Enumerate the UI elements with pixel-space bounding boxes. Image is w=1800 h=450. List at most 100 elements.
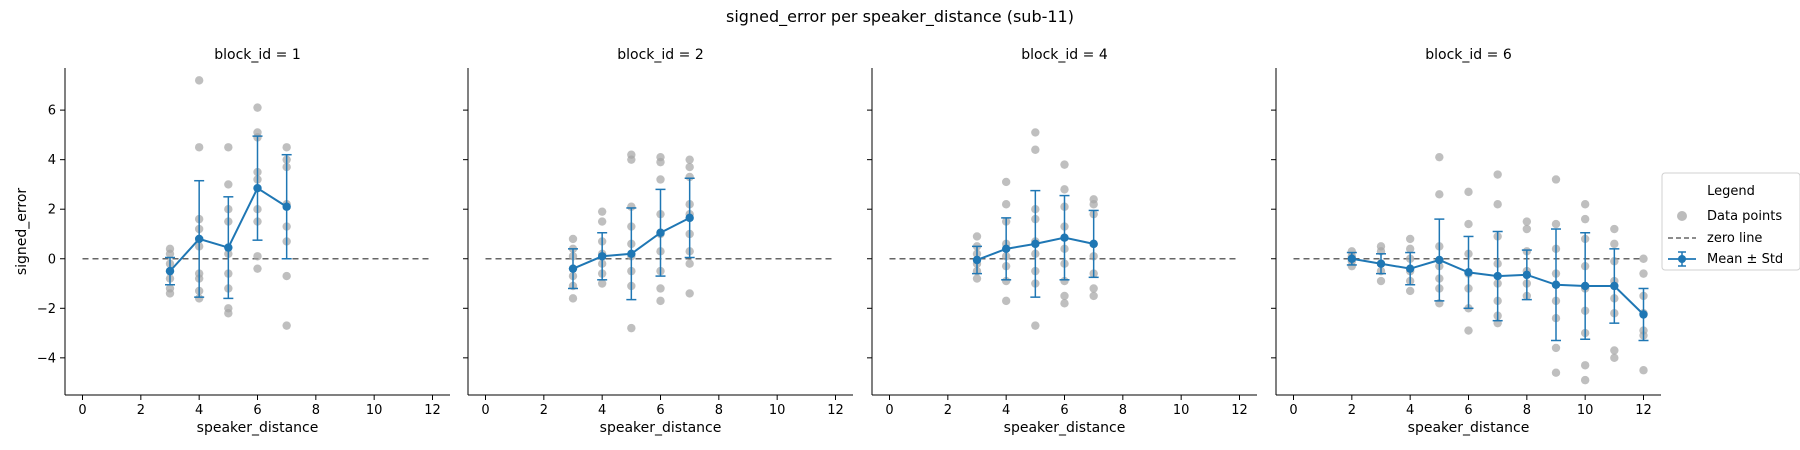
x-tick-label: 12	[1231, 403, 1248, 418]
x-tick-label: 2	[540, 403, 548, 418]
y-tick-label: 2	[48, 203, 56, 218]
data-point	[1060, 276, 1069, 286]
panel-title: block_id = 4	[1021, 47, 1108, 63]
data-point	[1060, 185, 1069, 194]
mean-marker	[1001, 244, 1011, 254]
data-point	[972, 274, 982, 283]
data-point	[685, 289, 694, 298]
data-point	[627, 323, 636, 333]
figure-title: signed_error per speaker_distance (sub-1…	[726, 7, 1074, 27]
data-point	[1405, 244, 1415, 254]
panel-2: block_id = 2 0 2 4 6 8 10 12 speaker_distance	[463, 47, 853, 436]
x-tick-label: 12	[424, 403, 441, 418]
panel-4: block_id = 6 0 2 4 6 8 10 12 speaker_distance	[1271, 47, 1661, 436]
data-point	[1031, 321, 1040, 330]
data-point	[1610, 224, 1619, 234]
data-point	[1610, 346, 1619, 355]
mean-marker	[1551, 280, 1561, 289]
data-point	[1493, 170, 1502, 179]
x-tick-label: 10	[769, 403, 786, 418]
data-point	[194, 76, 204, 85]
data-point	[253, 252, 262, 261]
data-point	[685, 155, 694, 164]
x-axis-label: speaker_distance	[600, 420, 722, 436]
mean-marker	[1464, 268, 1473, 277]
data-point	[1089, 200, 1098, 209]
data-point	[282, 321, 291, 330]
data-point	[1060, 160, 1069, 169]
y-tick-label: 6	[48, 104, 56, 119]
data-point	[656, 157, 665, 167]
data-point	[1001, 296, 1011, 306]
data-point	[1405, 286, 1415, 296]
data-point	[685, 259, 694, 268]
mean-marker	[656, 228, 665, 237]
legend-data-points-marker	[1677, 211, 1687, 221]
data-point	[1089, 291, 1098, 301]
legend-mean-std-label: Mean ± Std	[1707, 252, 1783, 267]
mean-marker	[1639, 310, 1648, 319]
x-tick-label: 12	[1635, 403, 1652, 418]
data-point	[1464, 326, 1473, 335]
x-tick-label: 2	[137, 403, 145, 418]
data-point	[1580, 375, 1590, 385]
mean-marker	[1580, 281, 1590, 291]
mean-marker	[253, 183, 262, 193]
x-tick-label: 6	[1464, 403, 1472, 418]
data-point	[685, 162, 694, 172]
data-point	[1089, 284, 1098, 293]
x-tick-label: 6	[656, 403, 664, 418]
legend-zero-line-label: zero line	[1707, 231, 1762, 246]
mean-marker	[1060, 233, 1069, 242]
x-tick-label: 0	[885, 403, 893, 418]
data-point	[1435, 190, 1444, 199]
y-tick-label: −2	[37, 302, 56, 317]
data-point	[1060, 299, 1069, 308]
data-point	[1639, 254, 1648, 263]
x-tick-label: 2	[944, 403, 952, 418]
data-point	[568, 294, 578, 303]
x-axis-label: speaker_distance	[1408, 420, 1530, 436]
data-point	[1580, 214, 1590, 224]
y-tick-label: −4	[37, 351, 56, 366]
mean-marker	[1405, 264, 1415, 273]
mean-marker	[1435, 255, 1444, 265]
data-point	[1639, 269, 1648, 278]
data-point	[1522, 217, 1532, 226]
mean-marker	[1610, 281, 1619, 291]
data-point	[656, 175, 665, 184]
legend: Legend Data points zero line Mean ± Std	[1661, 172, 1800, 271]
data-point	[1610, 239, 1619, 249]
mean-marker	[165, 266, 175, 276]
x-tick-label: 4	[195, 403, 203, 418]
data-point	[1551, 175, 1561, 184]
data-point	[597, 279, 607, 288]
x-tick-label: 10	[1577, 403, 1594, 418]
data-point	[1031, 128, 1040, 137]
mean-marker	[1376, 259, 1386, 268]
data-point	[656, 296, 665, 306]
data-point	[282, 271, 291, 281]
mean-marker	[685, 213, 694, 223]
data-point	[656, 284, 665, 293]
data-point	[972, 232, 982, 241]
x-tick-label: 8	[312, 403, 320, 418]
data-point	[224, 143, 233, 152]
panel-title: block_id = 2	[617, 47, 703, 63]
mean-marker	[597, 252, 607, 261]
data-point	[597, 217, 607, 226]
x-axis-label: speaker_distance	[1004, 420, 1126, 436]
x-tick-label: 6	[253, 403, 261, 418]
panel-title: block_id = 1	[214, 47, 300, 63]
data-point	[1001, 177, 1011, 187]
legend-frame	[1661, 172, 1800, 271]
x-tick-label: 4	[598, 403, 606, 418]
mean-marker	[224, 243, 233, 252]
data-point	[1464, 219, 1473, 229]
data-point	[1551, 368, 1561, 377]
mean-marker	[1089, 239, 1098, 249]
data-point	[1551, 219, 1561, 229]
data-point	[282, 143, 291, 152]
data-point	[253, 103, 262, 112]
